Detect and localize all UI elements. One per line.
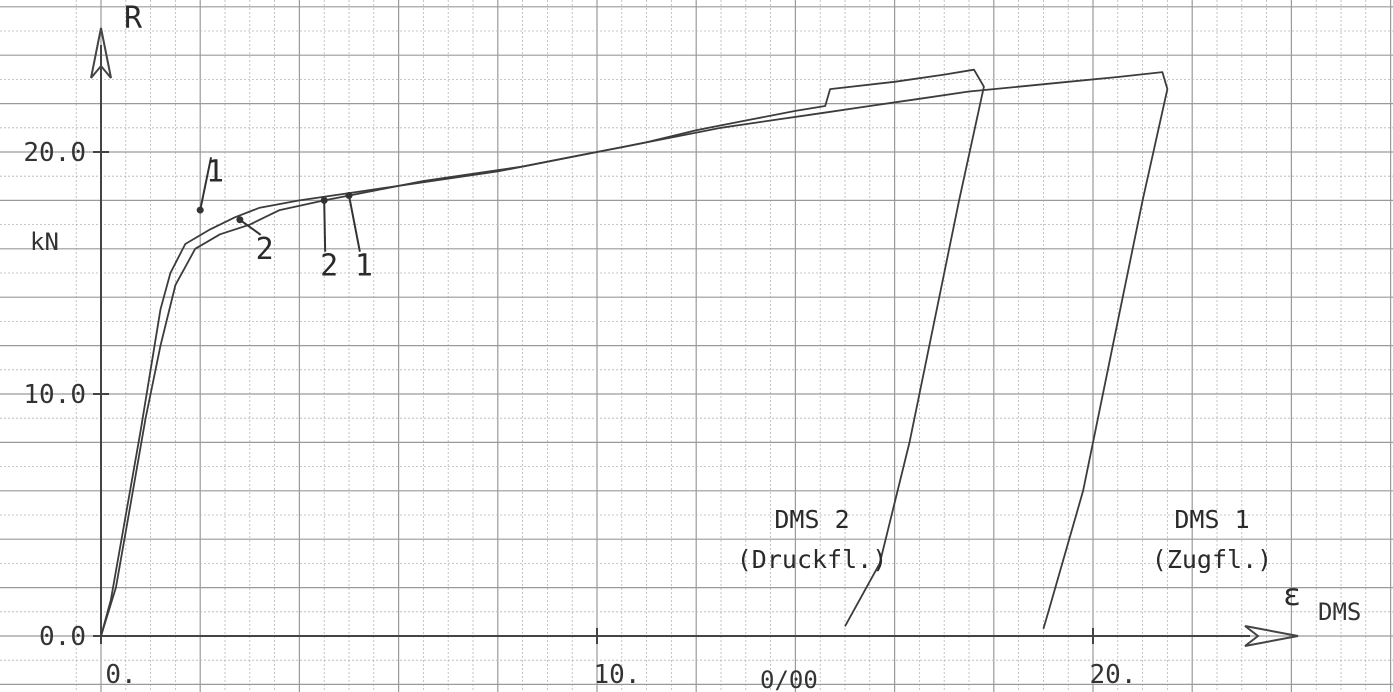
y-tick-label: 20.0 <box>23 138 86 168</box>
annotation-leader <box>348 195 361 252</box>
x-axis-unit: 0/00 <box>760 666 818 692</box>
x-tick-label: 10. <box>594 660 641 690</box>
x-axis-arrow <box>1244 625 1299 647</box>
series-name-1: DMS 2 <box>774 505 849 534</box>
series-subtitle-1: (Druckfl.) <box>737 545 888 574</box>
axes <box>90 27 1299 647</box>
y-axis-arrow <box>90 27 112 79</box>
x-axis-label-subscript: DMS <box>1318 598 1361 626</box>
y-axis-unit: kN <box>30 228 59 256</box>
y-axis-label: R <box>124 1 143 36</box>
x-tick-label: 0. <box>105 660 136 690</box>
x-axis-label: ε <box>1283 578 1301 613</box>
series-name-2: DMS 1 <box>1174 505 1249 534</box>
annotation-label: 2 <box>320 249 338 284</box>
x-tick-label: 20. <box>1090 660 1137 690</box>
series-group <box>100 68 1169 637</box>
annotation-leader <box>239 218 262 236</box>
y-tick-label: 10.0 <box>23 380 86 410</box>
annotation-label: 1 <box>355 249 373 284</box>
series-line-2 <box>100 71 1169 637</box>
annotation-leader <box>323 200 327 252</box>
annotation-leader <box>199 157 213 211</box>
y-tick-label: 0.0 <box>39 622 86 652</box>
series-subtitle-2: (Zugfl.) <box>1152 545 1272 574</box>
annotation-label: 2 <box>256 232 274 267</box>
label-group: 0.0 10.0 20.0 0. 10. 20. RkN ε DMS 0/00 DMS 2 (Druc… <box>23 1 1361 692</box>
annotation-label: 1 <box>206 154 224 189</box>
